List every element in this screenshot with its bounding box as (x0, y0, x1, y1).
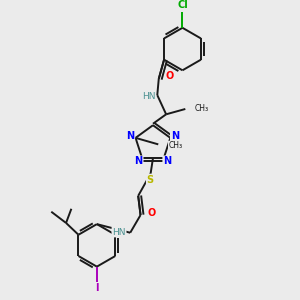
Text: N: N (171, 131, 179, 141)
Text: S: S (147, 175, 154, 184)
Text: I: I (95, 284, 99, 293)
Text: CH₃: CH₃ (195, 103, 209, 112)
Text: N: N (126, 131, 134, 141)
Text: Cl: Cl (177, 0, 188, 10)
Text: N: N (135, 156, 143, 166)
Text: O: O (166, 71, 174, 81)
Text: HN: HN (112, 228, 126, 237)
Text: CH₃: CH₃ (169, 141, 183, 150)
Text: N: N (163, 156, 171, 166)
Text: O: O (148, 208, 156, 218)
Text: HN: HN (142, 92, 155, 101)
